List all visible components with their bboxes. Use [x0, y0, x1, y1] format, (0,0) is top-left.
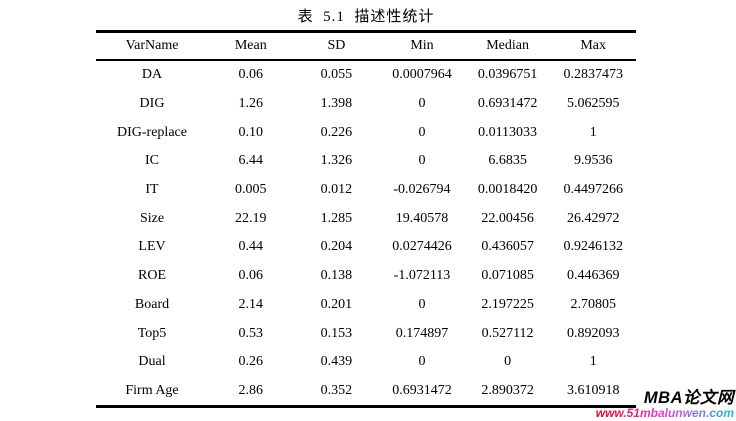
table-row: LEV 0.44 0.204 0.0274426 0.436057 0.9246132 — [96, 233, 636, 262]
value-cell: 26.42972 — [566, 210, 620, 226]
value-cell: 0.06 — [238, 67, 264, 83]
table-body: DA 0.06 0.055 0.0007964 0.0396751 0.2837473 DI… — [96, 60, 636, 407]
value-cell: 22.00456 — [481, 210, 534, 226]
value-cell: 0.527112 — [481, 325, 534, 341]
table-header-row: VarName Mean SD Min Median Max — [96, 31, 636, 61]
value-cell: 0 — [418, 296, 426, 312]
value-cell: 2.890372 — [481, 382, 534, 398]
table-row: Size 22.19 1.285 19.40578 22.00456 26.42972 — [96, 204, 636, 233]
column-header-max: Max — [550, 31, 636, 61]
value-cell: 0.53 — [238, 325, 264, 341]
value-cell: 0.10 — [238, 124, 264, 140]
value-cell: 2.14 — [238, 296, 264, 312]
value-cell: 0.6931472 — [477, 96, 538, 112]
value-cell: 6.44 — [238, 153, 264, 169]
value-cell: 0 — [418, 153, 426, 169]
value-cell: 1 — [589, 124, 597, 140]
value-cell: 1 — [589, 354, 597, 370]
column-header-median: Median — [464, 31, 551, 61]
value-cell: 0.436057 — [481, 239, 534, 255]
var-name-cell: Board — [134, 296, 170, 312]
watermark-site-url: www.51mbalunwen.com — [595, 406, 734, 421]
table-row: IT 0.005 0.012 -0.026794 0.0018420 0.4497266 — [96, 176, 636, 205]
value-cell: 0.44 — [238, 239, 264, 255]
table-row: Top5 0.53 0.153 0.174897 0.527112 0.892093 — [96, 319, 636, 348]
value-cell: 0.446369 — [566, 268, 620, 284]
value-cell: 0 — [418, 124, 426, 140]
value-cell: 1.285 — [320, 210, 353, 226]
value-cell: 0.0396751 — [477, 67, 538, 83]
value-cell: 0.138 — [320, 268, 353, 284]
value-cell: 19.40578 — [395, 210, 449, 226]
table-row: DA 0.06 0.055 0.0007964 0.0396751 0.2837473 — [96, 60, 636, 90]
value-cell: -1.072113 — [393, 268, 451, 284]
var-name-cell: ROE — [138, 268, 166, 284]
value-cell: 0.06 — [238, 268, 264, 284]
table-row: DIG 1.26 1.398 0 0.6931472 5.062595 — [96, 90, 636, 119]
value-cell: 0.174897 — [395, 325, 449, 341]
value-cell: 3.610918 — [566, 382, 620, 398]
watermark: MBA论文网 www.51mbalunwen.com — [595, 389, 734, 421]
table-row: Firm Age 2.86 0.352 0.6931472 2.890372 3.6109… — [96, 377, 636, 407]
value-cell: 2.86 — [238, 382, 264, 398]
table-row: ROE 0.06 0.138 -1.072113 0.071085 0.446369 — [96, 262, 636, 291]
value-cell: 0 — [418, 96, 426, 112]
value-cell: 0.439 — [320, 354, 353, 370]
table-row: IC 6.44 1.326 0 6.6835 9.9536 — [96, 147, 636, 176]
var-name-cell: Size — [139, 210, 165, 226]
var-name-cell: IT — [145, 182, 159, 198]
descriptive-statistics-table: VarName Mean SD Min Median Max DA 0.06 0.0… — [96, 30, 636, 409]
var-name-cell: Top5 — [137, 325, 167, 341]
table-row: Board 2.14 0.201 0 2.197225 2.70805 — [96, 291, 636, 320]
var-name-cell: DIG — [139, 96, 165, 112]
var-name-cell: DA — [141, 67, 163, 83]
column-header-varname: VarName — [96, 31, 208, 61]
column-header-min: Min — [379, 31, 465, 61]
value-cell: 9.9536 — [573, 153, 613, 169]
value-cell: 1.398 — [320, 96, 353, 112]
watermark-site-name: MBA论文网 — [643, 389, 734, 408]
var-name-cell: Dual — [138, 354, 166, 370]
column-header-mean: Mean — [208, 31, 294, 61]
var-name-cell: LEV — [138, 239, 166, 255]
value-cell: 0.201 — [320, 296, 353, 312]
value-cell: 0.0018420 — [477, 182, 538, 198]
value-cell: 0.892093 — [566, 325, 620, 341]
value-cell: 2.70805 — [570, 296, 616, 312]
value-cell: 0.071085 — [481, 268, 534, 284]
var-name-cell: DIG-replace — [117, 124, 187, 140]
value-cell: 0.2837473 — [563, 67, 623, 83]
value-cell: 0 — [504, 354, 512, 370]
value-cell: 0.0113033 — [478, 124, 538, 140]
value-cell: 1.26 — [238, 96, 264, 112]
value-cell: 0.153 — [320, 325, 353, 341]
value-cell: 0.352 — [320, 382, 353, 398]
value-cell: 6.6835 — [488, 153, 527, 169]
value-cell: 0.055 — [320, 67, 353, 83]
value-cell: 0 — [418, 354, 426, 370]
value-cell: 0.0007964 — [392, 67, 452, 83]
value-cell: 0.005 — [235, 182, 267, 198]
value-cell: 0.0274426 — [392, 239, 452, 255]
value-cell: 0.204 — [320, 239, 353, 255]
value-cell: 0.4497266 — [563, 182, 623, 198]
value-cell: 0.226 — [320, 124, 353, 140]
value-cell: 0.012 — [320, 182, 353, 198]
table-caption: 表 5.1 描述性统计 — [297, 9, 435, 25]
column-header-sd: SD — [293, 31, 380, 61]
table-row: Dual 0.26 0.439 0 0 1 — [96, 348, 636, 377]
value-cell: 2.197225 — [481, 296, 534, 312]
value-cell: 1.326 — [320, 153, 353, 169]
value-cell: -0.026794 — [393, 182, 451, 198]
var-name-cell: Firm Age — [125, 382, 179, 398]
value-cell: 5.062595 — [566, 96, 620, 112]
value-cell: 0.26 — [238, 354, 264, 370]
value-cell: 0.9246132 — [563, 239, 623, 255]
value-cell: 22.19 — [235, 210, 267, 226]
var-name-cell: IC — [145, 153, 159, 169]
table-row: DIG-replace 0.10 0.226 0 0.0113033 1 — [96, 118, 636, 147]
value-cell: 0.6931472 — [392, 382, 452, 398]
